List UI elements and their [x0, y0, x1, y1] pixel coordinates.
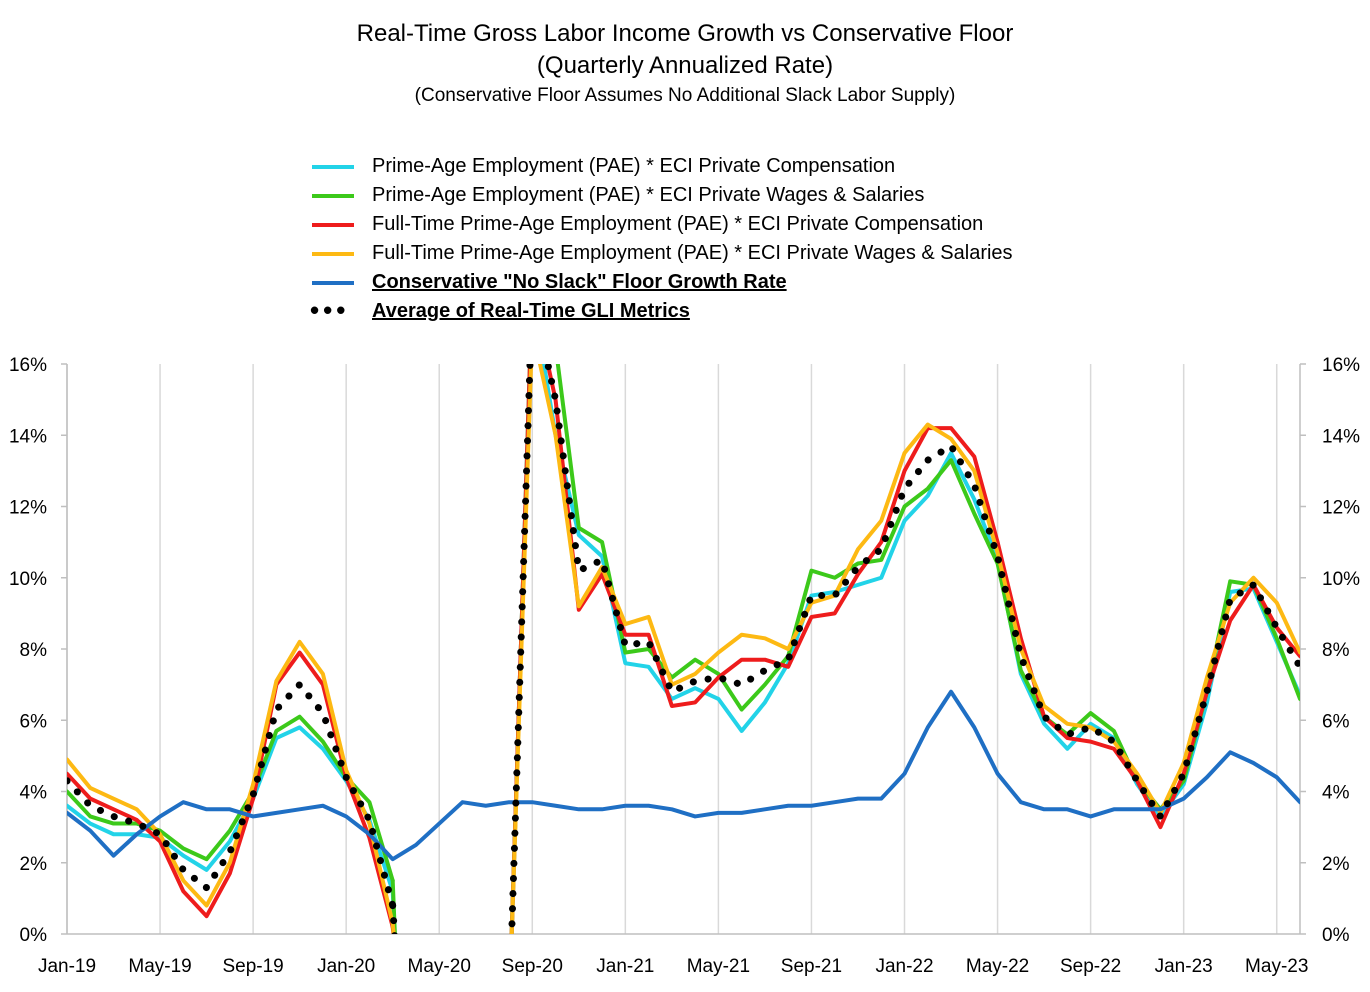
x-tick-label: Sep-20 [502, 956, 563, 977]
x-tick-label: Jan-19 [38, 956, 96, 977]
x-tick-label: May-21 [687, 956, 750, 977]
x-tick-label: May-22 [966, 956, 1029, 977]
legend-swatch [310, 276, 358, 290]
x-tick-label: May-23 [1245, 956, 1308, 977]
series-5 [67, 364, 1300, 934]
y-tick-label-left: 14% [9, 426, 47, 447]
y-tick-label-right: 16% [1322, 355, 1360, 376]
legend-swatch [310, 160, 358, 174]
legend-swatch [310, 247, 358, 261]
y-tick-label-left: 4% [20, 783, 48, 804]
chart-titles: Real-Time Gross Labor Income Growth vs C… [0, 18, 1370, 110]
legend-label: Prime-Age Employment (PAE) * ECI Private… [372, 184, 925, 206]
x-tick-label: Sep-21 [781, 956, 842, 977]
legend-label: Conservative "No Slack" Floor Growth Rat… [372, 271, 787, 293]
series-0 [67, 364, 1300, 934]
y-tick-label-right: 0% [1322, 925, 1350, 946]
y-tick-label-left: 16% [9, 355, 47, 376]
x-tick-label: May-20 [408, 956, 471, 977]
x-tick-label: Jan-22 [875, 956, 933, 977]
legend-item: Full-Time Prime-Age Employment (PAE) * E… [310, 210, 1013, 239]
legend-item: ••• Average of Real-Time GLI Metrics [310, 297, 1013, 326]
series-line [67, 364, 1300, 926]
series-1 [67, 364, 1300, 934]
legend-swatch [310, 189, 358, 203]
series-line [67, 364, 1300, 909]
x-tick-label: Sep-19 [222, 956, 283, 977]
chart-subtitle: (Quarterly Annualized Rate) [536, 52, 834, 79]
legend-swatch [310, 218, 358, 232]
y-tick-label-left: 10% [9, 569, 47, 590]
legend-label: Average of Real-Time GLI Metrics [372, 300, 690, 322]
y-tick-label-right: 12% [1322, 498, 1360, 519]
series-line [67, 364, 1300, 929]
x-tick-label: Jan-23 [1155, 956, 1213, 977]
x-tick-label: Sep-22 [1060, 956, 1121, 977]
x-tick-label: May-19 [128, 956, 191, 977]
legend-item: Full-Time Prime-Age Employment (PAE) * E… [310, 239, 1013, 268]
legend-item: Conservative "No Slack" Floor Growth Rat… [310, 268, 1013, 297]
x-tick-label: Jan-21 [596, 956, 654, 977]
y-tick-label-right: 10% [1322, 569, 1360, 590]
legend: Prime-Age Employment (PAE) * ECI Private… [310, 152, 1013, 326]
plot-area [67, 364, 1300, 934]
legend-label: Full-Time Prime-Age Employment (PAE) * E… [372, 213, 984, 235]
series-4 [67, 689, 1300, 862]
y-tick-label-right: 6% [1322, 711, 1350, 732]
legend-item: Prime-Age Employment (PAE) * ECI Private… [310, 152, 1013, 181]
series-line [67, 689, 1300, 862]
y-tick-label-right: 14% [1322, 426, 1360, 447]
legend-label: Prime-Age Employment (PAE) * ECI Private… [372, 155, 896, 177]
series-3 [67, 364, 1300, 934]
y-tick-label-right: 8% [1322, 640, 1350, 661]
chart-note: (Conservative Floor Assumes No Additiona… [414, 85, 956, 106]
y-tick-label-right: 2% [1322, 854, 1350, 875]
series-gap-drop [390, 921, 396, 934]
y-tick-label-left: 6% [20, 711, 48, 732]
legend-item: Prime-Age Employment (PAE) * ECI Private… [310, 181, 1013, 210]
chart-title: Real-Time Gross Labor Income Growth vs C… [356, 20, 1014, 47]
y-tick-label-left: 2% [20, 854, 48, 875]
legend-label: Full-Time Prime-Age Employment (PAE) * E… [372, 242, 1013, 264]
series-2 [67, 364, 1300, 934]
series-gap-rise [508, 364, 534, 934]
y-tick-label-left: 8% [20, 640, 48, 661]
y-tick-label-left: 12% [9, 498, 47, 519]
gridlines [66, 364, 1278, 934]
y-tick-label-left: 0% [20, 925, 48, 946]
x-tick-label: Jan-20 [317, 956, 375, 977]
y-tick-label-right: 4% [1322, 783, 1350, 804]
